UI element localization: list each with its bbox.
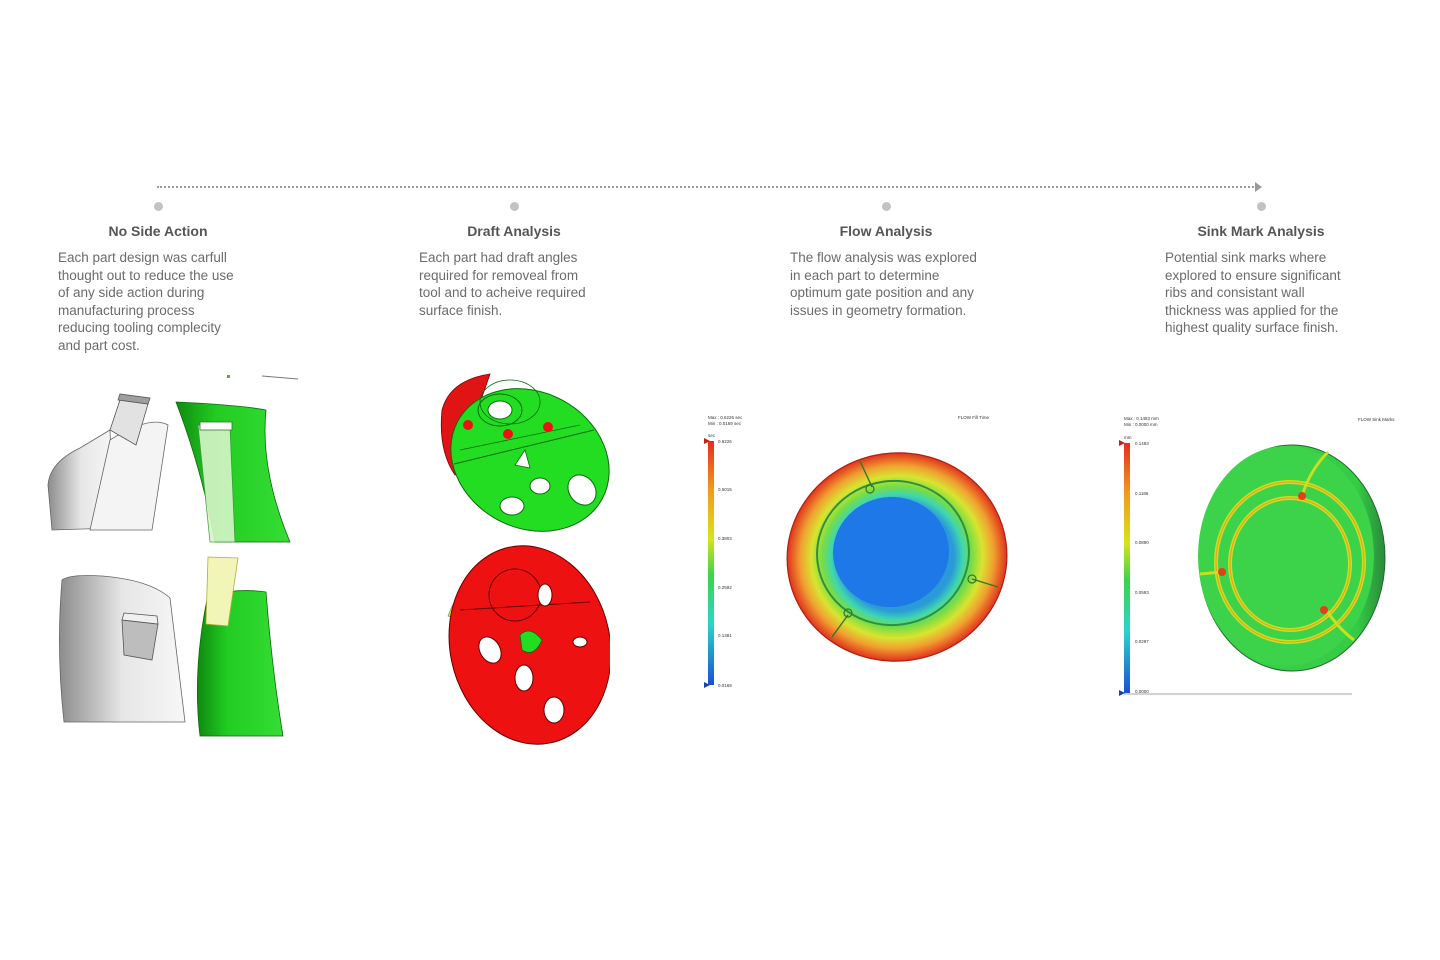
flow-scale-max-marker — [704, 438, 710, 444]
no-side-action-figure — [40, 370, 310, 740]
step-title-draft-analysis: Draft Analysis — [467, 223, 561, 239]
timeline-line — [157, 186, 1257, 188]
sink-scale-min-marker — [1119, 690, 1125, 696]
sink-legend-value-4: 0.0297 — [1135, 639, 1149, 644]
flow-analysis-figure: Max : 0.6226 sec Min : 0.0169 sec sec FL… — [700, 405, 1030, 695]
sink-unit-label: mm — [1124, 435, 1132, 440]
sink-mark-analysis-figure: Max : 0.1483 mm Min : 0.0000 mm mm FLOW … — [1114, 410, 1414, 700]
sink-min-label: Min : 0.0000 mm — [1124, 422, 1158, 427]
flow-legend-value-3: 0.2592 — [718, 585, 732, 590]
draft-analysis-figure — [430, 370, 612, 750]
flow-legend-value-5: 0.0169 — [718, 683, 732, 688]
step-description-flow-analysis: The flow analysis was explored in each p… — [790, 250, 977, 318]
sink-legend-value-1: 0.1186 — [1135, 491, 1149, 496]
step-title-flow-analysis: Flow Analysis — [839, 223, 933, 239]
flow-max-label: Max : 0.6226 sec — [708, 415, 743, 420]
sink-plot-title: FLOW Sink Marks — [1358, 417, 1395, 422]
step-description-no-side-action: Each part design was carfull thought out… — [58, 250, 234, 353]
flow-legend-value-1: 0.5015 — [718, 487, 732, 492]
step-title-sink-mark-analysis: Sink Mark Analysis — [1197, 223, 1325, 239]
step-description-sink-mark-analysis: Potential sink marks where explored to e… — [1165, 250, 1341, 335]
sink-color-scale — [1124, 443, 1130, 693]
timeline-dot-2 — [510, 202, 519, 211]
sink-legend-value-2: 0.0890 — [1135, 540, 1149, 545]
flow-legend-value-0: 0.6226 — [718, 439, 732, 444]
sink-max-label: Max : 0.1483 mm — [1124, 416, 1159, 421]
step-title-no-side-action: No Side Action — [108, 223, 208, 239]
timeline-dot-3 — [882, 202, 891, 211]
sink-scale-max-marker — [1119, 440, 1125, 446]
timeline-arrow-icon — [1255, 182, 1262, 192]
flow-legend-value-4: 0.1381 — [718, 633, 732, 638]
step-description-draft-analysis: Each part had draft angles required for … — [419, 250, 586, 318]
flow-unit-label: sec — [708, 433, 716, 438]
flow-legend-value-2: 0.3803 — [718, 536, 732, 541]
flow-plot-title: FLOW Fill Time — [958, 415, 989, 420]
timeline-dot-4 — [1257, 202, 1266, 211]
sink-legend-value-0: 0.1483 — [1135, 441, 1149, 446]
flow-scale-min-marker — [704, 682, 710, 688]
timeline-dot-1 — [154, 202, 163, 211]
sink-legend-value-5: 0.0000 — [1135, 689, 1149, 694]
sink-legend-value-3: 0.0593 — [1135, 590, 1149, 595]
flow-color-scale — [708, 441, 714, 685]
flow-min-label: Min : 0.0169 sec — [708, 421, 742, 426]
